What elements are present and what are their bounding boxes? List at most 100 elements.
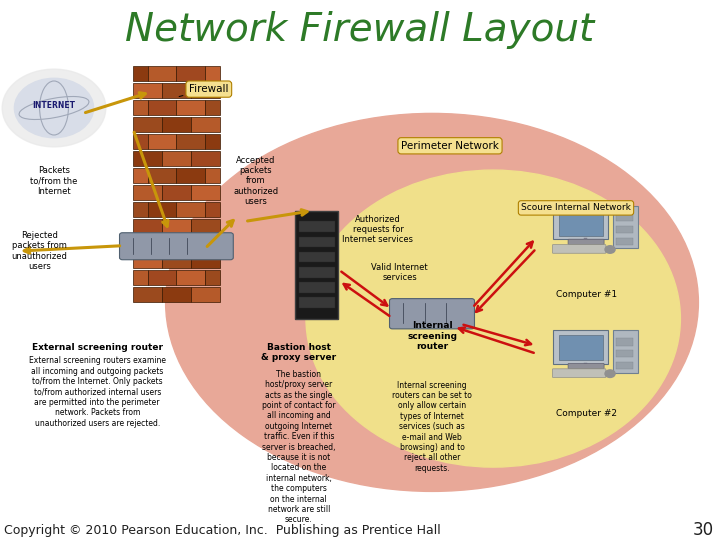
FancyBboxPatch shape: [162, 117, 191, 132]
FancyBboxPatch shape: [191, 219, 220, 234]
Text: External screening routers examine
all incoming and outgoing packets
to/from the: External screening routers examine all i…: [29, 356, 166, 428]
FancyBboxPatch shape: [133, 100, 148, 115]
FancyBboxPatch shape: [205, 269, 220, 285]
FancyBboxPatch shape: [299, 221, 335, 232]
Text: 30: 30: [693, 521, 714, 539]
FancyBboxPatch shape: [133, 117, 162, 132]
FancyBboxPatch shape: [616, 338, 633, 346]
FancyBboxPatch shape: [299, 237, 335, 247]
FancyBboxPatch shape: [162, 185, 191, 200]
FancyBboxPatch shape: [553, 330, 608, 363]
FancyBboxPatch shape: [133, 151, 162, 166]
FancyBboxPatch shape: [616, 214, 633, 221]
Text: Firewall: Firewall: [179, 84, 228, 97]
Text: Scoure Internal Network: Scoure Internal Network: [521, 204, 631, 212]
FancyBboxPatch shape: [148, 134, 176, 149]
FancyBboxPatch shape: [552, 369, 606, 377]
Text: Accepted
packets
from
authorized
users: Accepted packets from authorized users: [233, 156, 278, 206]
FancyBboxPatch shape: [205, 134, 220, 149]
Text: The bastion
host/proxy server
acts as the single
point of contact for
all incomi: The bastion host/proxy server acts as th…: [262, 370, 336, 524]
Text: Valid Internet
services: Valid Internet services: [372, 263, 428, 282]
FancyBboxPatch shape: [176, 235, 205, 251]
FancyBboxPatch shape: [205, 168, 220, 183]
Circle shape: [605, 370, 615, 377]
FancyBboxPatch shape: [191, 117, 220, 132]
FancyBboxPatch shape: [148, 66, 176, 81]
Text: Network Firewall Layout: Network Firewall Layout: [125, 11, 595, 49]
FancyBboxPatch shape: [205, 66, 220, 81]
FancyBboxPatch shape: [299, 297, 335, 308]
FancyBboxPatch shape: [133, 201, 148, 217]
FancyBboxPatch shape: [133, 287, 162, 302]
FancyBboxPatch shape: [162, 219, 191, 234]
FancyBboxPatch shape: [613, 330, 638, 373]
Text: Computer #2: Computer #2: [557, 409, 617, 417]
FancyBboxPatch shape: [176, 269, 205, 285]
FancyBboxPatch shape: [390, 299, 474, 329]
FancyBboxPatch shape: [162, 151, 191, 166]
FancyBboxPatch shape: [162, 83, 191, 98]
FancyBboxPatch shape: [148, 201, 176, 217]
Text: Rejected
packets from
unauthorized
users: Rejected packets from unauthorized users: [12, 231, 68, 271]
FancyBboxPatch shape: [552, 245, 606, 253]
FancyBboxPatch shape: [176, 66, 205, 81]
Text: Copyright © 2010 Pearson Education, Inc.  Publishing as Prentice Hall: Copyright © 2010 Pearson Education, Inc.…: [4, 524, 441, 537]
FancyBboxPatch shape: [616, 238, 633, 245]
FancyBboxPatch shape: [205, 100, 220, 115]
Circle shape: [605, 246, 615, 253]
FancyBboxPatch shape: [120, 233, 233, 260]
Text: Computer #1: Computer #1: [557, 290, 617, 299]
FancyBboxPatch shape: [295, 211, 338, 319]
FancyBboxPatch shape: [299, 252, 335, 262]
FancyBboxPatch shape: [191, 253, 220, 268]
FancyBboxPatch shape: [616, 226, 633, 233]
FancyBboxPatch shape: [205, 201, 220, 217]
FancyBboxPatch shape: [162, 287, 191, 302]
FancyBboxPatch shape: [205, 235, 220, 251]
FancyBboxPatch shape: [191, 287, 220, 302]
Text: Packets
to/from the
Internet: Packets to/from the Internet: [30, 166, 78, 196]
FancyBboxPatch shape: [176, 134, 205, 149]
FancyBboxPatch shape: [133, 185, 162, 200]
FancyBboxPatch shape: [133, 66, 148, 81]
Circle shape: [2, 69, 106, 147]
Ellipse shape: [166, 113, 698, 491]
FancyBboxPatch shape: [191, 83, 220, 98]
FancyBboxPatch shape: [553, 206, 608, 239]
Text: Bastion host
& proxy server: Bastion host & proxy server: [261, 343, 336, 362]
FancyBboxPatch shape: [133, 269, 148, 285]
FancyBboxPatch shape: [191, 185, 220, 200]
Text: INTERNET: INTERNET: [32, 101, 76, 110]
FancyBboxPatch shape: [133, 134, 148, 149]
FancyBboxPatch shape: [148, 168, 176, 183]
FancyBboxPatch shape: [568, 363, 604, 369]
FancyBboxPatch shape: [559, 335, 603, 360]
Text: Authorized
requests for
Internet services: Authorized requests for Internet service…: [343, 214, 413, 245]
Text: External screening router: External screening router: [32, 343, 163, 352]
Ellipse shape: [306, 170, 680, 467]
FancyBboxPatch shape: [133, 219, 162, 234]
FancyBboxPatch shape: [133, 235, 148, 251]
FancyBboxPatch shape: [162, 253, 191, 268]
Text: Internal screening
routers can be set to
only allow certain
types of Internet
se: Internal screening routers can be set to…: [392, 381, 472, 473]
FancyBboxPatch shape: [568, 239, 604, 245]
FancyBboxPatch shape: [299, 282, 335, 293]
Text: Perimeter Network: Perimeter Network: [401, 141, 499, 151]
FancyBboxPatch shape: [191, 151, 220, 166]
FancyBboxPatch shape: [299, 267, 335, 278]
FancyBboxPatch shape: [616, 362, 633, 369]
FancyBboxPatch shape: [148, 269, 176, 285]
FancyBboxPatch shape: [176, 100, 205, 115]
FancyBboxPatch shape: [133, 168, 148, 183]
FancyBboxPatch shape: [616, 350, 633, 357]
FancyBboxPatch shape: [176, 168, 205, 183]
FancyBboxPatch shape: [148, 235, 176, 251]
FancyBboxPatch shape: [559, 211, 603, 235]
Text: Internal
screening
router: Internal screening router: [407, 321, 457, 351]
FancyBboxPatch shape: [133, 253, 162, 268]
FancyBboxPatch shape: [613, 206, 638, 248]
FancyBboxPatch shape: [133, 83, 162, 98]
Circle shape: [14, 78, 94, 138]
FancyBboxPatch shape: [148, 100, 176, 115]
FancyBboxPatch shape: [176, 201, 205, 217]
